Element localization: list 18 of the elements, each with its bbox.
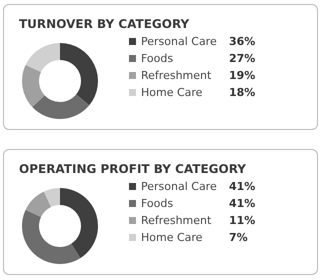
data-label: 41%	[229, 197, 256, 210]
legend-label: Foods	[141, 197, 174, 210]
legend-label: Home Care	[141, 86, 203, 99]
chart-title: TURNOVER BY CATEGORY	[19, 17, 190, 31]
data-label: 11%	[229, 214, 256, 227]
legend-label: Personal Care	[141, 35, 217, 48]
legend-label: Foods	[141, 52, 174, 65]
data-label: 41%	[229, 180, 256, 193]
legend-label: Refreshment	[141, 214, 212, 227]
legend-label: Home Care	[141, 231, 203, 244]
data-label: 18%	[229, 86, 256, 99]
legend-label: Refreshment	[141, 69, 212, 82]
data-label: 7%	[229, 231, 248, 244]
legend-label: Personal Care	[141, 180, 217, 193]
data-label: 27%	[229, 52, 256, 65]
chart-title: OPERATING PROFIT BY CATEGORY	[19, 162, 246, 176]
data-label: 19%	[229, 69, 256, 82]
data-label: 36%	[229, 35, 256, 48]
